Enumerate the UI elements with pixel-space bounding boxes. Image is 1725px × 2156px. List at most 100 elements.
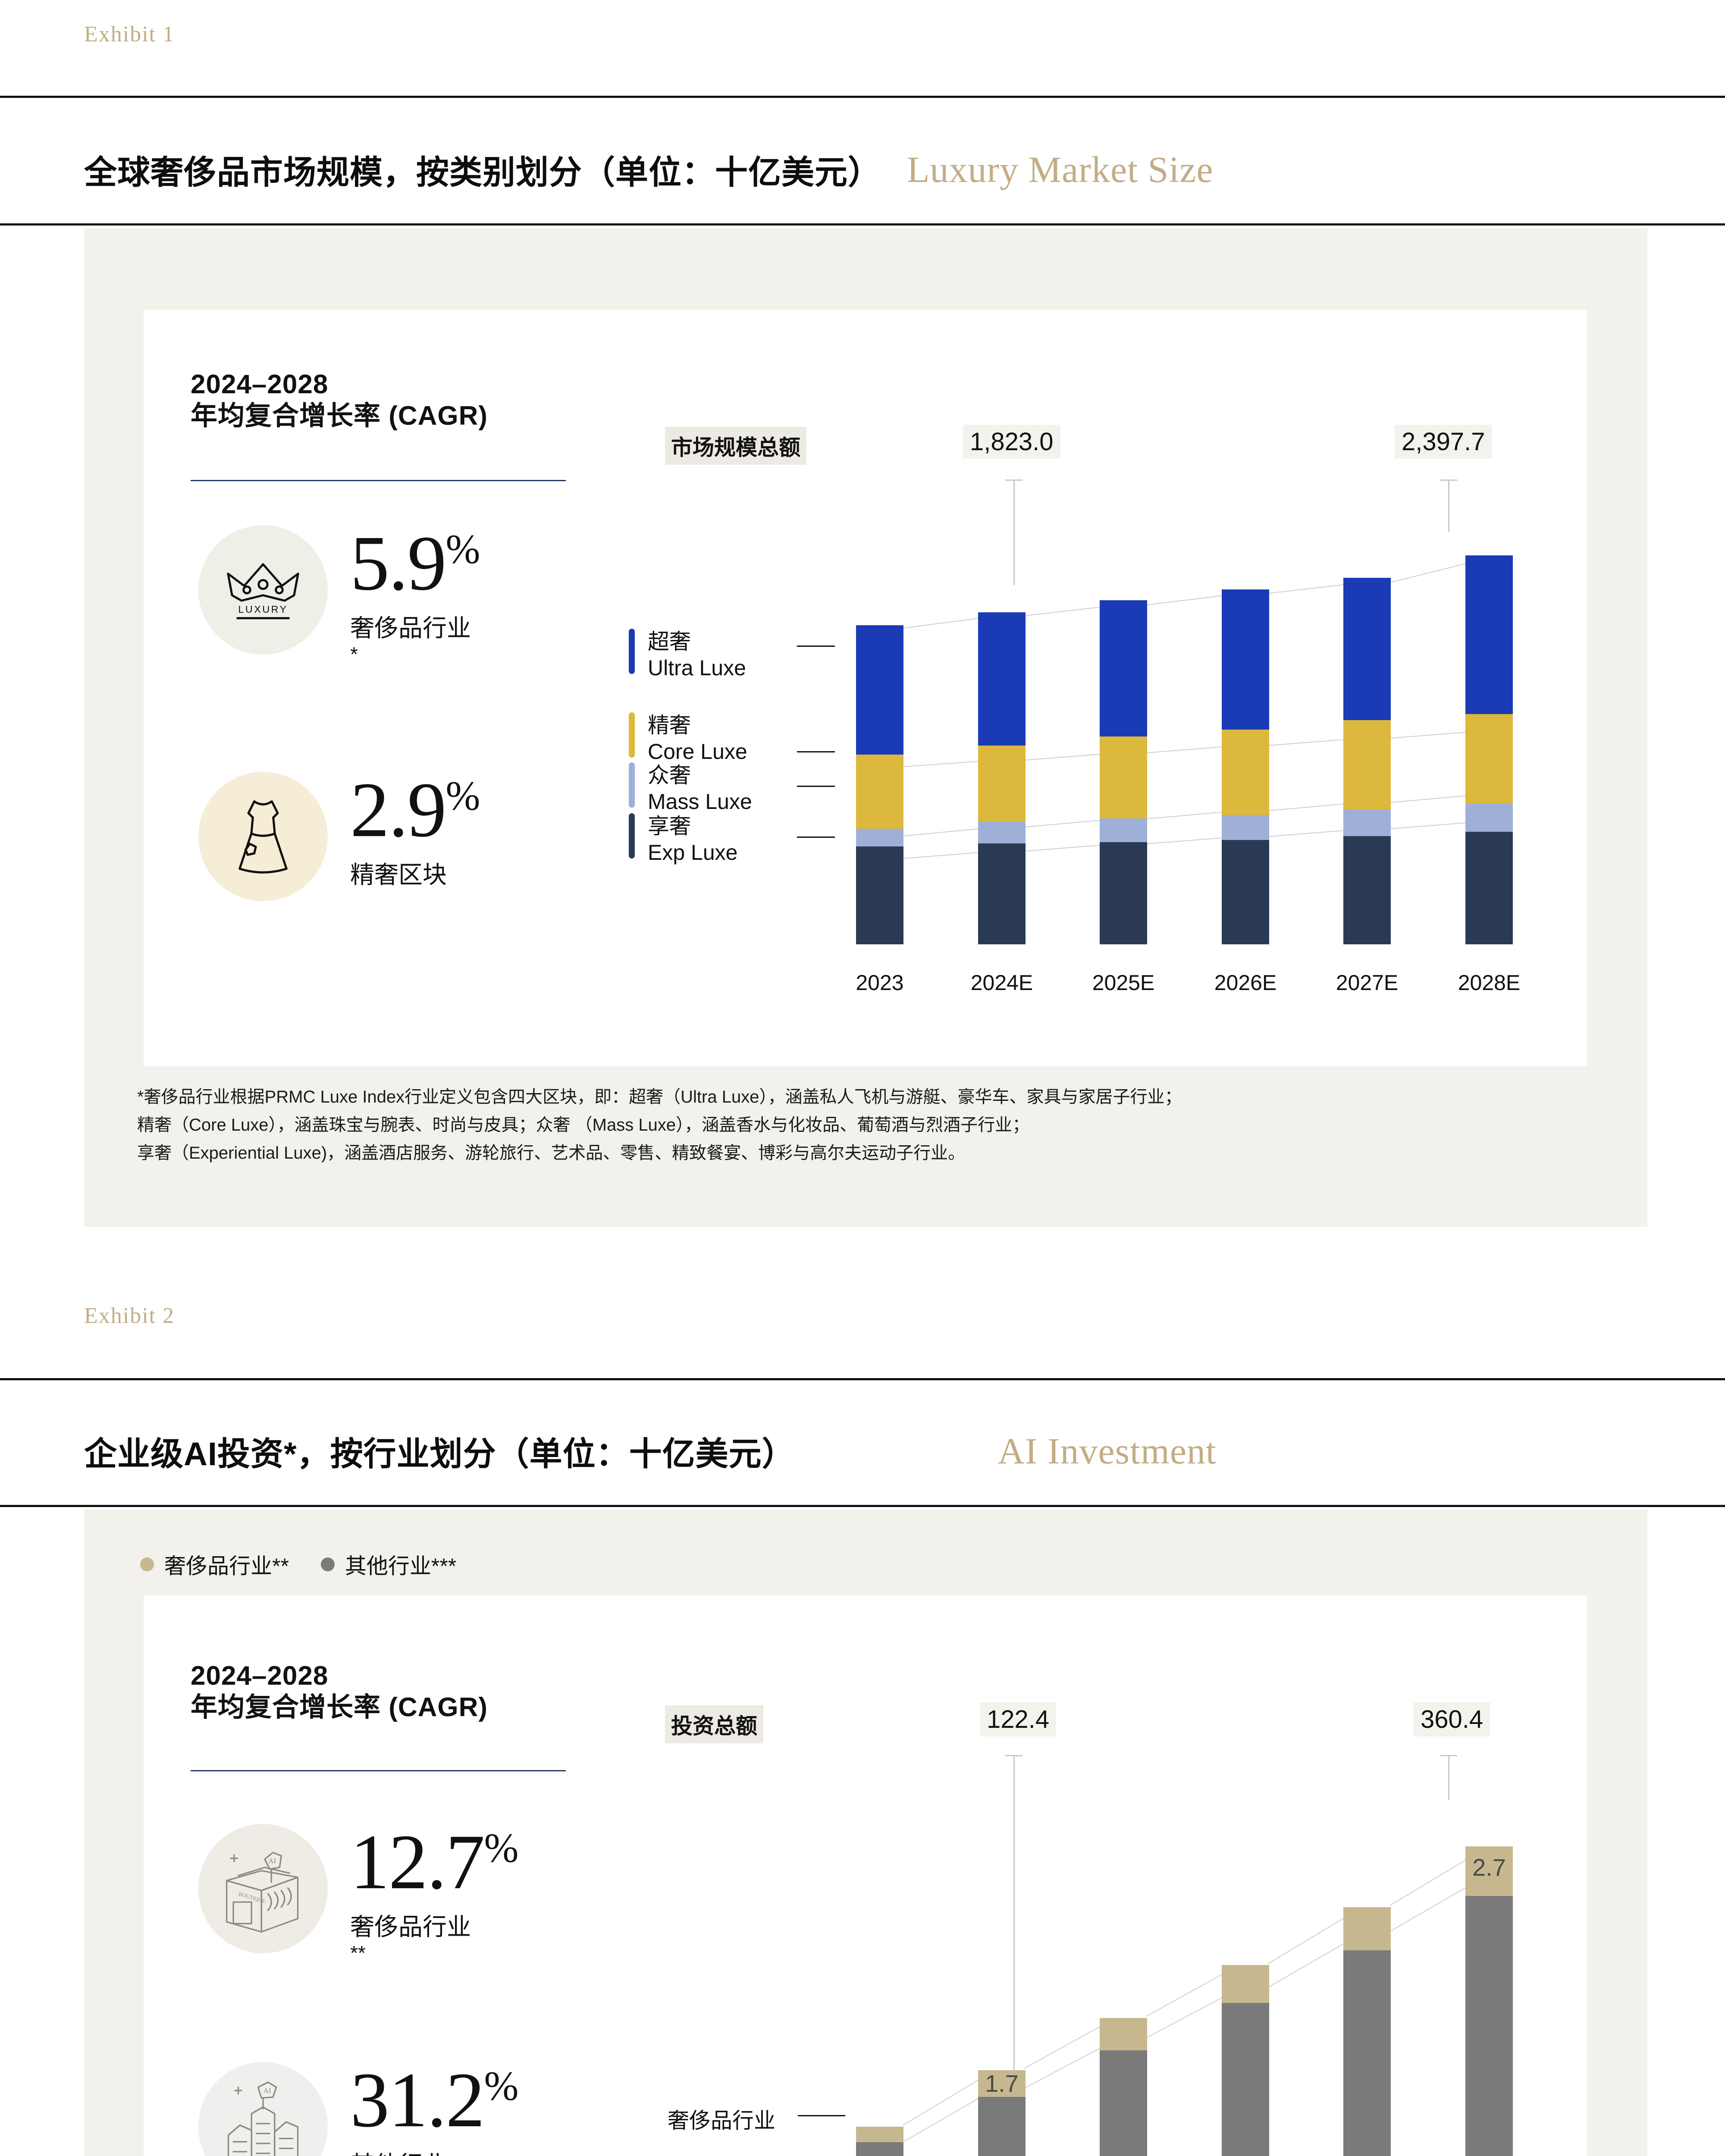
- bar-value-2028e: 2.7: [1472, 1854, 1506, 1881]
- bar-ai-2026e: [1222, 1965, 1269, 2156]
- legend-dash-ultra-luxe: [797, 646, 835, 647]
- legend-label-core-luxe: 精奢 Core Luxe: [648, 713, 747, 764]
- bar-segment-core: [1222, 730, 1269, 815]
- callout-value-2028e-2: 360.4: [1414, 1702, 1490, 1736]
- exhibit-2-title-cn: 企业级AI投资*，按行业划分（单位：十亿美元）: [84, 1435, 795, 1473]
- exhibit-1-title-en: Luxury Market Size: [907, 148, 1214, 190]
- stat-coreluxe-caption: 精奢区块: [350, 861, 447, 889]
- bar-segment-mass: [1222, 815, 1269, 840]
- legend-dash-exp-luxe: [797, 837, 835, 838]
- legend-dot-label-other: 其他行业***: [345, 1554, 457, 1578]
- xtick-2023: 2023: [856, 971, 904, 995]
- callout-stem-2024e-2: [1013, 1755, 1015, 2130]
- side-dash-luxury: [798, 2115, 845, 2116]
- legend-item-ultra-luxe: 超奢 Ultra Luxe: [629, 629, 746, 681]
- legend-dot-other: [320, 1557, 335, 1571]
- stat-luxury-ai-asterisk: **: [350, 1942, 366, 1965]
- bar-ai-2025e: [1100, 2018, 1147, 2156]
- bar-value-2024e: 1.7: [985, 2070, 1019, 2097]
- bar-segment-luxury: [1465, 1846, 1513, 1896]
- bar-segment-exp: [1222, 840, 1269, 944]
- stat-other-ai-value: 31.2%: [350, 2057, 518, 2143]
- bar-segment-ultra: [1465, 555, 1513, 714]
- stat-luxury-ai-text: 12.7% 奢侈品行业 **: [350, 1819, 518, 1965]
- bar-segment-exp: [978, 843, 1026, 944]
- exhibit-1-footnote: *奢侈品行业根据PRMC Luxe Index行业定义包含四大区块，即：超奢（U…: [137, 1087, 1182, 1163]
- ai-boutique-icon: AI BOUTIQUE: [198, 1824, 328, 1953]
- legend-label-mass-luxe: 众奢 Mass Luxe: [648, 763, 752, 814]
- cagr-label-1: 年均复合增长率 (CAGR): [191, 401, 488, 431]
- bar-segment-ultra: [856, 625, 903, 755]
- exhibit-2-label: Exhibit 2: [84, 1304, 175, 1328]
- stat-other-ai-text: 31.2% 其他行业 ***: [350, 2057, 518, 2156]
- stat-coreluxe-value: 2.9%: [350, 767, 480, 853]
- bar-segment-ultra: [1222, 589, 1269, 730]
- bar-segment-ultra: [1343, 578, 1391, 720]
- bar-segment-exp: [1465, 832, 1513, 944]
- bar-segment-mass: [856, 829, 903, 846]
- bar-segment-luxury: [978, 2070, 1026, 2097]
- divider-bottom-1: [0, 223, 1725, 226]
- stat-luxury-text: 5.9% 奢侈品行业 *: [350, 520, 480, 666]
- bar-ai-2027e: [1343, 1907, 1391, 2156]
- cagr-underline-2: [191, 1770, 566, 1771]
- dress-icon: [198, 772, 328, 901]
- divider-top-2: [0, 1378, 1725, 1380]
- bar-segment-core: [1100, 736, 1147, 818]
- legend-label-ultra-luxe: 超奢 Ultra Luxe: [648, 630, 746, 680]
- bar-2026e: [1222, 589, 1269, 944]
- legend-swatch-ultra-luxe: [629, 629, 635, 674]
- bar-2023: [856, 625, 903, 944]
- cagr-underline-1: [191, 480, 566, 481]
- bar-segment-exp: [1100, 842, 1147, 944]
- xtick-2027e: 2027E: [1336, 971, 1399, 995]
- cagr-label-2: 年均复合增长率 (CAGR): [191, 1692, 488, 1723]
- bar-segment-mass: [1343, 809, 1391, 836]
- bar-segment-core: [978, 746, 1026, 822]
- legend-swatch-core-luxe: [629, 712, 635, 758]
- svg-text:AI: AI: [263, 2086, 271, 2094]
- stat-luxury-ai-value: 12.7%: [350, 1819, 518, 1905]
- bar-segment-ultra: [978, 612, 1026, 746]
- legend-dot-label-luxury: 奢侈品行业**: [164, 1554, 289, 1578]
- bar-segment-other: [856, 2142, 903, 2156]
- bar-segment-other: [1100, 2050, 1147, 2156]
- stat-luxury-asterisk: *: [350, 643, 358, 666]
- bar-segment-other: [1465, 1896, 1513, 2156]
- callout-stem-2024e-1: [1013, 479, 1015, 585]
- stat-coreluxe-text: 2.9% 精奢区块: [350, 767, 480, 890]
- total-size-label-1: 市场规模总额: [665, 427, 806, 465]
- stat-luxury-ai-caption: 奢侈品行业: [350, 1913, 471, 1941]
- cagr-period-2: 2024–2028: [191, 1661, 329, 1691]
- exhibit-1-title-row: 全球奢侈品市场规模，按类别划分（单位：十亿美元） Luxury Market S…: [0, 125, 1725, 213]
- bar-segment-luxury: [1100, 2018, 1147, 2050]
- callout-value-2024e-1: 1,823.0: [963, 425, 1060, 459]
- side-label-luxury: 奢侈品行业: [668, 2109, 775, 2133]
- crown-luxury-icon: LUXURY: [198, 525, 328, 655]
- xtick-2025e: 2025E: [1092, 971, 1155, 995]
- legend-dot-luxury: [140, 1557, 154, 1571]
- exhibit-1-label: Exhibit 1: [84, 22, 175, 47]
- bar-segment-exp: [1343, 836, 1391, 944]
- divider-top-1: [0, 96, 1725, 98]
- callout-stem-2028e-1: [1448, 479, 1449, 532]
- stat-luxury-cagr: LUXURY 5.9% 奢侈品行业 *: [198, 520, 480, 666]
- bar-segment-mass: [978, 822, 1026, 843]
- bar-segment-other: [1343, 1950, 1391, 2156]
- stat-luxury-caption: 奢侈品行业: [350, 614, 471, 642]
- bar-segment-mass: [1465, 804, 1513, 832]
- bar-segment-other: [1222, 2003, 1269, 2156]
- bar-segment-core: [1343, 720, 1391, 809]
- xtick-2026e: 2026E: [1214, 971, 1277, 995]
- legend-dash-core-luxe: [797, 751, 835, 752]
- xtick-2024e: 2024E: [970, 971, 1033, 995]
- legend-item-mass-luxe: 众奢 Mass Luxe: [629, 762, 752, 815]
- total-investment-label: 投资总额: [665, 1705, 763, 1743]
- legend-item-exp-luxe: 享奢 Exp Luxe: [629, 813, 737, 866]
- exhibit-2-dot-legend: 奢侈品行业** 其他行业***: [140, 1549, 488, 1580]
- callout-value-2024e-2: 122.4: [980, 1702, 1057, 1736]
- stat-luxury-value: 5.9%: [350, 520, 480, 607]
- ai-city-icon: AI: [198, 2062, 328, 2156]
- stat-other-ai-cagr: AI 31.2% 其他行业 ***: [198, 2057, 518, 2156]
- bar-2027e: [1343, 578, 1391, 944]
